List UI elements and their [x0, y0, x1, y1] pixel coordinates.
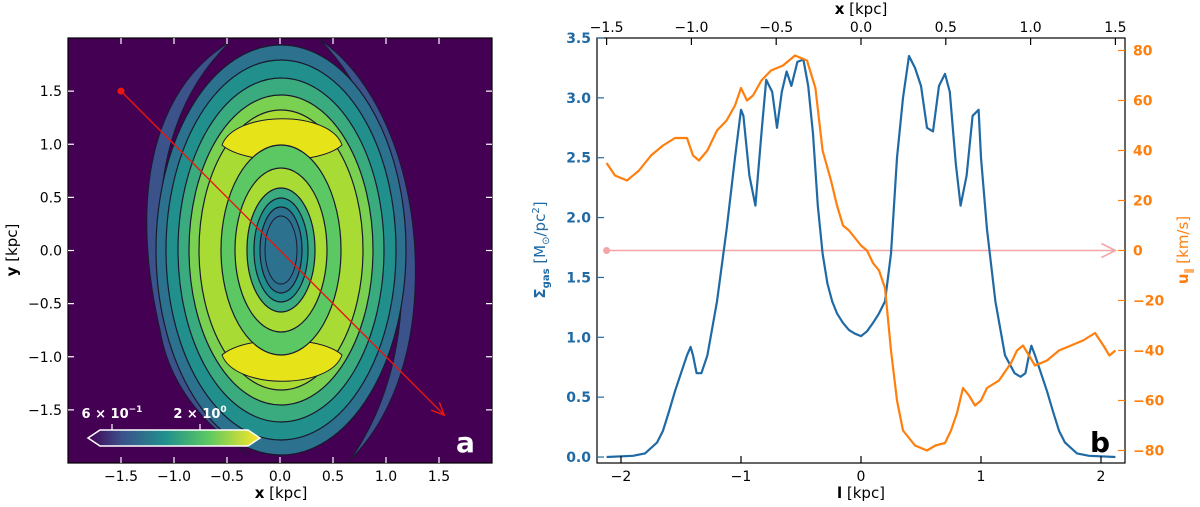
panel-a-y-tick-label: 1.0	[40, 137, 62, 153]
panel-b-bottom-x-var: l	[837, 484, 842, 502]
panel-a-y-tick-label: −0.5	[28, 297, 62, 313]
colorbar-tick-label-1-exp: −1	[129, 405, 143, 415]
panel-b-top-x-ticks: −1.5 −1.0 −0.5 0.0 0.5 1.0 1.5	[590, 20, 1127, 45]
panel-a-y-tick-label: −1.0	[28, 350, 62, 366]
panel-b-left-tick-label: 3.5	[566, 31, 591, 47]
panel-b-right-tick-label: −80	[1133, 444, 1164, 460]
left-y-unit-e: ]	[531, 201, 549, 207]
panel-a-x-axis-label: x [kpc]	[255, 484, 308, 502]
reference-arrow-head	[1101, 242, 1118, 259]
right-y-unit: [km/s]	[1174, 216, 1192, 269]
panel-b-right-tick-label: 80	[1133, 44, 1153, 60]
reference-arrow-start-dot	[603, 247, 611, 254]
colorbar-tick-label-2-exp: 0	[220, 405, 226, 415]
panel-a-y-tick-label: 0.5	[40, 190, 62, 206]
colorbar: 6 × 10−1 2 × 100	[82, 405, 262, 447]
panel-b-left-y-ticks: 0.0 0.5 1.0 1.5 2.0 2.5 3.0 3.5	[566, 31, 604, 466]
panel-b-top-tick-label: 1.5	[1104, 20, 1126, 36]
left-y-sub: gas	[541, 268, 552, 288]
panel-b-right-y-ticks: −80 −60 −40 −20 0 20 40 60 80	[1118, 44, 1164, 460]
panel-b-right-tick-label: 20	[1133, 194, 1153, 210]
panel-a-y-tick-label: 0.0	[40, 244, 62, 260]
panel-b-bottom-tick-label: 0	[857, 469, 866, 485]
colorbar-tick-label-1-base: 6 × 10	[82, 407, 129, 422]
projection-arrow-line	[120, 90, 445, 416]
panel-a-x-tick-label: −1.0	[157, 469, 191, 485]
panel-a-x-tick-label: 1.5	[428, 469, 450, 485]
panel-b-left-tick-label: 2.0	[566, 211, 591, 227]
right-y-symbol: u	[1174, 273, 1192, 284]
left-y-unit-c: /pc	[531, 214, 549, 237]
panel-a-x-ticks: −1.5 −1.0 −0.5 0.0 0.5 1.0 1.5	[104, 38, 450, 485]
panel-b-right-tick-label: −40	[1133, 344, 1164, 360]
series-line-u-parallel	[605, 54, 1117, 452]
panel-b-label: b	[1090, 426, 1110, 459]
panel-a-x-tick-label: −0.5	[210, 469, 244, 485]
panel-a-x-tick-label: 0.0	[269, 469, 291, 485]
projection-arrow-start-dot	[117, 87, 125, 95]
panel-b-left-tick-label: 1.0	[566, 330, 591, 346]
panel-b-top-x-axis-label: x [kpc]	[835, 0, 888, 18]
projection-arrow-head	[430, 401, 446, 417]
panel-a-y-tick-label: 1.5	[40, 84, 62, 100]
series-line-sigma-gas	[606, 54, 1116, 459]
panel-b-right-tick-label: −20	[1133, 294, 1164, 310]
panel-b-right-tick-label: 40	[1133, 144, 1153, 160]
left-y-unit-a: [M	[531, 245, 549, 269]
contour-level-11	[264, 215, 298, 285]
panel-b-left-tick-label: 0.5	[566, 390, 591, 406]
colorbar-tick-label-1: 6 × 10−1	[82, 405, 143, 422]
panel-b-top-tick-label: 0.5	[935, 20, 957, 36]
panel-b-left-tick-label: 1.5	[566, 270, 591, 286]
panel-b-bottom-x-ticks: −2 −1 0 1 2	[611, 456, 1106, 485]
panel-b-left-tick-label: 0.0	[566, 450, 591, 466]
panel-a-x-axis-unit: [kpc]	[264, 484, 307, 502]
panel-b-left-y-axis-label: Σgas [M⊙/pc2]	[531, 201, 552, 298]
panel-b-bottom-x-axis-label: l [kpc]	[837, 484, 885, 502]
panel-b-top-tick-label: 1.0	[1019, 20, 1041, 36]
panel-b-top-tick-label: −0.5	[759, 20, 793, 36]
panel-b-bottom-tick-label: 2	[1097, 469, 1106, 485]
panel-a-x-tick-label: 1.0	[375, 469, 397, 485]
panel-b-series	[603, 54, 1118, 459]
panel-b-bottom-tick-label: −1	[731, 469, 752, 485]
panel-b-bottom-x-unit: [kpc]	[842, 484, 885, 502]
panel-a-y-axis-unit: [kpc]	[3, 224, 21, 267]
panel-b-left-tick-label: 2.5	[566, 151, 591, 167]
panel-b-top-x-var: x	[835, 0, 845, 18]
panel-b-top-tick-label: 0.0	[850, 20, 872, 36]
panel-a-x-tick-label: −1.5	[104, 469, 138, 485]
panel-b-right-tick-label: 60	[1133, 94, 1153, 110]
panel-a-x-tick-label: 0.5	[322, 469, 344, 485]
panel-a-y-axis-var: y	[3, 266, 21, 276]
panel-b-bottom-tick-label: 1	[977, 469, 986, 485]
panel-a-label: a	[456, 426, 475, 459]
panel-b-top-x-unit: [kpc]	[844, 0, 887, 18]
panel-a-heatmap: −1.5 −1.0 −0.5 0.0 0.5 1.0 1.5 1.5 1.0 0.5 0.0 −0.…	[3, 37, 493, 502]
panel-b-right-y-axis-label: u∥ [km/s]	[1174, 216, 1195, 284]
panel-a-y-axis-label: y [kpc]	[3, 224, 21, 277]
panel-a-y-ticks: 1.5 1.0 0.5 0.0 −0.5 −1.0 −1.5	[28, 84, 492, 419]
left-y-symbol: Σ	[531, 288, 549, 298]
panel-b-right-tick-label: −60	[1133, 394, 1164, 410]
colorbar-tick-label-2-base: 2 × 10	[173, 407, 220, 422]
panel-a-y-tick-label: −1.5	[28, 403, 62, 419]
left-y-unit-b: ⊙	[541, 237, 552, 245]
colorbar-tick-label-2: 2 × 100	[173, 405, 226, 422]
right-y-sub: ∥	[1184, 268, 1195, 273]
colorbar-body	[86, 429, 262, 447]
panel-b-right-tick-label: 0	[1133, 244, 1143, 260]
density-contours	[146, 39, 416, 461]
panel-b-top-tick-label: −1.0	[674, 20, 708, 36]
panel-b-left-tick-label: 3.0	[566, 91, 591, 107]
panel-b-line-plot: −2 −1 0 1 2 −1.5 −1.0 −0.5 0.0 0.5 1.0 1.5 0.0 0.5 1…	[531, 0, 1195, 502]
panel-b-bottom-tick-label: −2	[611, 469, 632, 485]
left-y-unit-d: 2	[531, 207, 542, 213]
panel-b-top-tick-label: −1.5	[590, 20, 624, 36]
panel-a-x-axis-var: x	[255, 484, 265, 502]
